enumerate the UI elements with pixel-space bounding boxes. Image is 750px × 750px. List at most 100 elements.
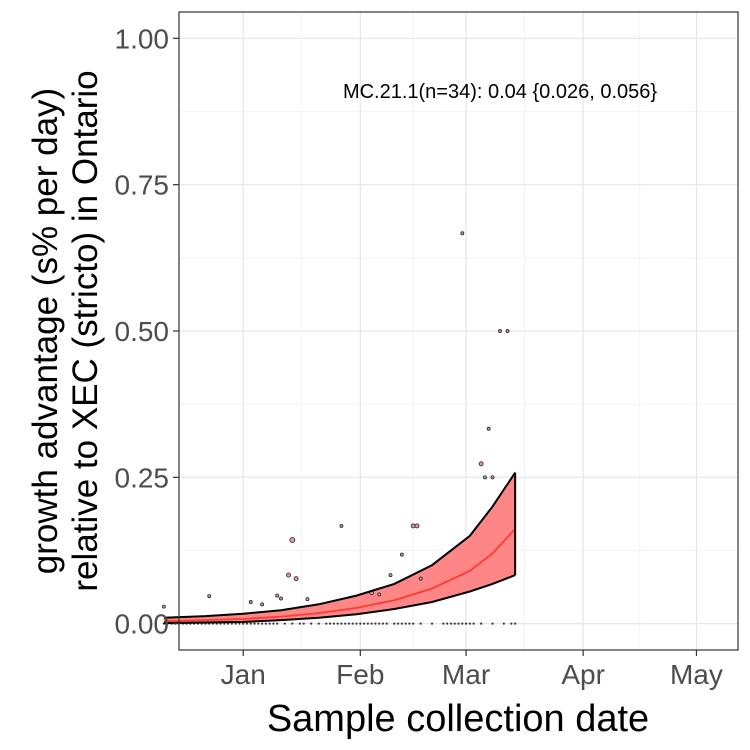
zero-data-point: [514, 622, 517, 625]
data-point: [248, 600, 253, 604]
zero-data-point: [245, 622, 249, 625]
zero-data-point: [374, 622, 377, 625]
confidence-band: [163, 472, 516, 624]
x-tick-label: Mar: [442, 659, 490, 690]
data-point: [377, 592, 382, 597]
data-point: [286, 572, 291, 578]
x-axis: Jan Feb Mar Apr May: [221, 650, 723, 690]
data-point: [293, 576, 299, 582]
zero-data-point: [468, 622, 471, 625]
y-tick-label: 0.25: [115, 462, 170, 493]
zero-data-point: [272, 622, 275, 625]
fit-center-line: [163, 528, 516, 623]
zero-data-point: [257, 622, 260, 625]
data-point: [289, 537, 296, 543]
zero-data-point: [393, 622, 396, 625]
zero-data-point: [480, 622, 483, 625]
zero-data-point: [510, 622, 513, 625]
fit-lines: [163, 472, 517, 625]
zero-data-point: [381, 622, 385, 625]
data-points: [161, 231, 517, 625]
zero-data-point: [336, 622, 339, 625]
zero-data-point: [340, 622, 343, 625]
data-point: [275, 593, 280, 598]
fit-upper-line: [163, 472, 517, 619]
zero-data-point: [238, 622, 241, 625]
zero-data-point: [276, 622, 279, 625]
data-point: [482, 475, 487, 480]
zero-data-point: [325, 622, 328, 625]
zero-data-point: [472, 622, 475, 625]
zero-data-point: [449, 622, 453, 625]
zero-data-point: [464, 622, 468, 625]
data-point: [418, 576, 423, 581]
data-point: [478, 461, 484, 467]
zero-data-point: [351, 622, 354, 625]
zero-data-point: [457, 622, 460, 625]
data-point: [305, 597, 310, 602]
x-tick-label: May: [670, 659, 723, 690]
zero-data-point: [355, 622, 358, 625]
zero-data-point: [253, 622, 256, 625]
zero-data-point: [430, 622, 434, 625]
zero-data-point: [400, 622, 403, 625]
zero-data-point: [344, 622, 347, 625]
zero-data-point: [230, 622, 233, 625]
zero-data-point: [260, 622, 264, 625]
zero-data-point: [502, 622, 505, 625]
zero-data-point: [408, 622, 411, 625]
zero-data-point: [378, 622, 381, 625]
plot-panel: [161, 11, 739, 651]
y-axis-title-line-1: growth advantage (s% per day): [26, 88, 65, 574]
data-point: [339, 523, 344, 528]
zero-data-point: [453, 622, 456, 625]
y-axis: 0.00 0.25 0.50 0.75 1.00: [115, 23, 179, 640]
zero-data-point: [242, 622, 245, 625]
zero-data-point: [268, 622, 271, 625]
zero-data-point: [370, 622, 373, 625]
zero-data-point: [491, 622, 494, 625]
zero-data-point: [419, 622, 422, 625]
zero-data-point: [249, 622, 252, 625]
zero-data-point: [362, 622, 366, 625]
zero-data-point: [404, 622, 407, 625]
confidence-band-area: [163, 472, 516, 624]
zero-data-point: [328, 622, 332, 625]
data-point: [399, 552, 404, 557]
zero-data-point: [302, 622, 305, 625]
y-axis-title-line-2: relative to XEC (stricto) in Ontario: [66, 70, 105, 591]
zero-data-point: [317, 622, 320, 625]
data-point: [505, 329, 510, 333]
zero-data-point: [298, 622, 301, 625]
x-axis-title: Sample collection date: [267, 698, 649, 740]
x-tick-label: Feb: [336, 659, 384, 690]
data-point: [260, 602, 265, 607]
zero-data-point: [461, 622, 464, 625]
data-point: [414, 523, 420, 529]
zero-data-point: [283, 622, 286, 625]
data-point: [279, 596, 283, 601]
data-point: [498, 329, 502, 333]
zero-data-point: [291, 622, 294, 625]
zero-data-point: [234, 622, 237, 625]
zero-data-point: [264, 622, 267, 625]
y-tick-label: 1.00: [115, 23, 170, 54]
data-point: [460, 231, 465, 236]
zero-data-point: [446, 622, 449, 625]
zero-data-point: [442, 622, 445, 625]
data-point: [207, 594, 212, 599]
zero-data-point: [412, 622, 415, 625]
zero-data-point: [396, 622, 400, 625]
data-point: [490, 475, 495, 480]
y-tick-label: 0.00: [115, 609, 170, 640]
data-point: [486, 426, 491, 431]
x-tick-label: Apr: [561, 659, 605, 690]
fit-annotation: MC.21.1(n=34): 0.04 {0.026, 0.056}: [343, 81, 657, 103]
zero-data-point: [347, 622, 351, 625]
y-tick-label: 0.50: [115, 316, 170, 347]
x-tick-label: Jan: [221, 659, 266, 690]
y-tick-label: 0.75: [115, 170, 170, 201]
data-point: [161, 604, 166, 609]
zero-data-point: [310, 622, 313, 625]
